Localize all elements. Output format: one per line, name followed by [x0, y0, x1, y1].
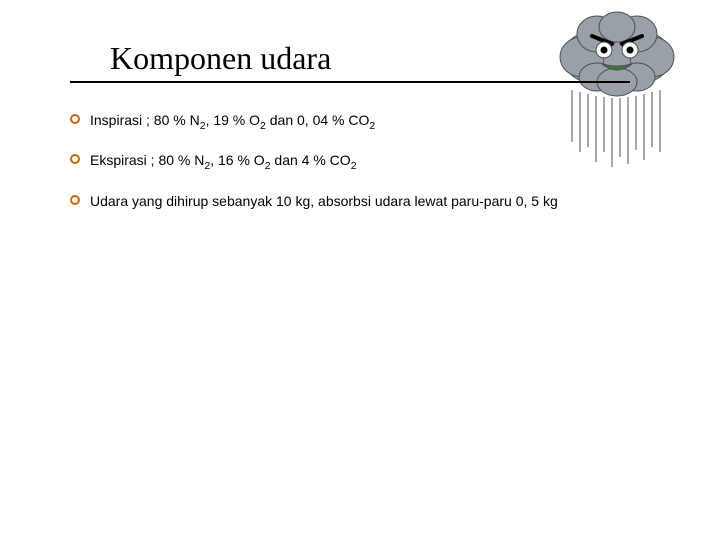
bullet-icon	[70, 114, 80, 124]
title-area: Komponen udara	[70, 40, 660, 83]
slide-title: Komponen udara	[70, 40, 660, 77]
bullet-icon	[70, 195, 80, 205]
slide: Komponen udara Inspirasi ; 80 % N2, 19 %…	[0, 0, 720, 540]
bullet-icon	[70, 154, 80, 164]
title-underline	[70, 81, 630, 83]
cloud-illustration	[542, 2, 692, 172]
line-text: Udara yang dihirup sebanyak 10 kg, absor…	[90, 192, 660, 212]
bullet-line: Udara yang dihirup sebanyak 10 kg, absor…	[70, 192, 660, 212]
